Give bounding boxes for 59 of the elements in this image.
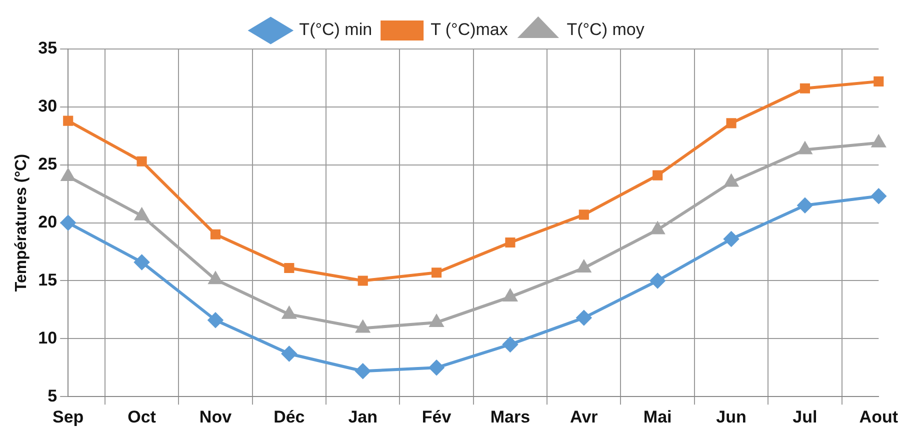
- point: [578, 210, 589, 220]
- y-tick-label: 35: [38, 38, 58, 58]
- x-tick-label: Déc: [274, 407, 305, 426]
- point: [210, 229, 221, 240]
- point: [432, 268, 442, 278]
- point: [872, 135, 886, 148]
- point: [284, 262, 294, 274]
- x-tick-label: Mai: [643, 407, 672, 426]
- point: [798, 142, 812, 154]
- point: [505, 237, 516, 248]
- point: [724, 174, 738, 187]
- point: [726, 118, 736, 128]
- point: [358, 276, 368, 286]
- point: [134, 254, 150, 270]
- legend-label: T (°C)max: [430, 20, 508, 40]
- x-tick-label: Nov: [199, 407, 232, 426]
- x-tick-label: Aout: [859, 407, 898, 426]
- legend-label: T(°C) min: [299, 20, 372, 40]
- point: [282, 346, 297, 362]
- point: [797, 198, 812, 213]
- x-tick-label: Fév: [422, 407, 452, 426]
- point: [60, 215, 76, 230]
- point: [577, 260, 591, 272]
- point: [874, 76, 884, 86]
- y-tick-label: 5: [48, 386, 58, 406]
- point: [429, 360, 444, 376]
- point: [650, 273, 666, 288]
- x-tick-label: Sep: [52, 407, 84, 426]
- legend-label: T(°C) moy: [566, 20, 645, 40]
- y-tick-label: 10: [38, 328, 58, 348]
- y-tick-label: 15: [38, 270, 58, 290]
- point: [650, 222, 664, 234]
- point: [208, 272, 222, 284]
- y-tick-label: 25: [38, 154, 58, 174]
- point: [502, 336, 518, 352]
- point: [504, 289, 517, 302]
- point: [356, 320, 370, 333]
- point: [724, 232, 739, 247]
- x-tick-label: Jun: [716, 407, 746, 426]
- point: [871, 188, 886, 204]
- point: [576, 310, 592, 326]
- point: [63, 116, 74, 126]
- point: [355, 364, 370, 379]
- y-tick-label: 30: [38, 96, 58, 116]
- point: [430, 314, 444, 327]
- x-tick-label: Jul: [792, 407, 818, 426]
- x-tick-label: Avr: [570, 407, 598, 426]
- point: [135, 208, 148, 220]
- point: [136, 156, 147, 166]
- y-tick-label: 20: [38, 212, 58, 232]
- point: [208, 312, 223, 328]
- x-tick-label: Oct: [128, 407, 156, 426]
- point: [800, 83, 810, 94]
- point: [282, 306, 296, 319]
- x-tick-label: Mars: [490, 407, 530, 426]
- point: [652, 170, 663, 180]
- point: [61, 168, 75, 181]
- x-tick-label: Jan: [348, 407, 378, 426]
- y-axis-title: Températures (°C): [13, 154, 30, 292]
